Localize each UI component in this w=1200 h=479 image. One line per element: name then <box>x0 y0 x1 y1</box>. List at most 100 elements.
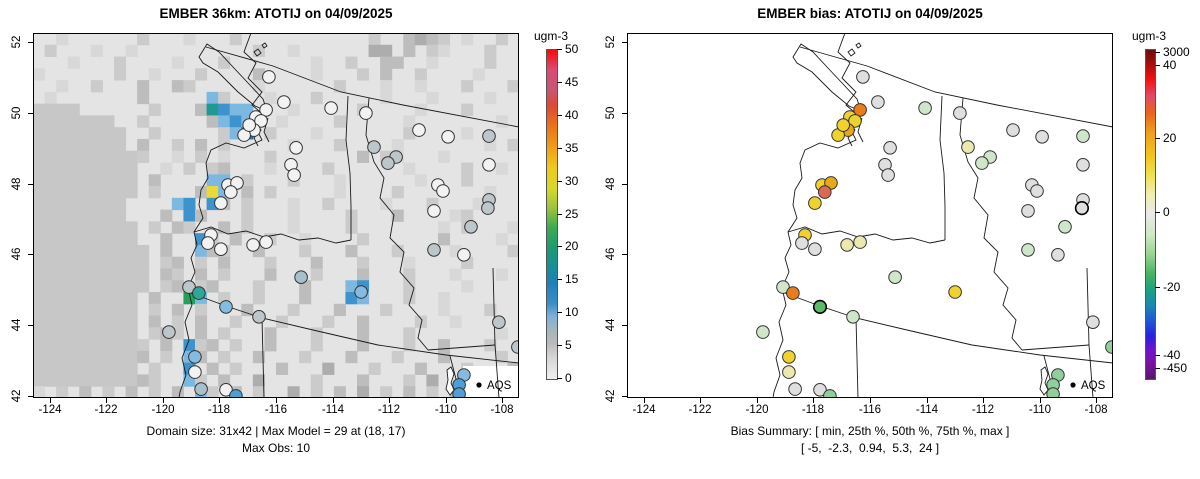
y-axis-tick-label: 50 <box>11 106 23 120</box>
raster-cell <box>33 197 46 211</box>
raster-cell <box>114 68 127 81</box>
raster-cell <box>264 268 277 281</box>
raster-cell <box>56 150 69 164</box>
colorbar-tick <box>1155 355 1160 356</box>
raster-cell <box>79 244 92 258</box>
raster-cell <box>183 33 196 46</box>
raster-cell <box>44 256 57 269</box>
x-axis-tick-label: -118 <box>801 404 825 416</box>
raster-cell <box>67 221 80 234</box>
raster-cell <box>310 386 323 398</box>
raster-cell <box>345 209 358 222</box>
station-marker <box>324 101 338 115</box>
raster-cell <box>229 339 242 352</box>
raster-cell <box>90 292 103 305</box>
raster-cell <box>44 221 57 234</box>
station-marker <box>229 389 243 398</box>
aqs-legend-label: AQS <box>487 380 512 392</box>
raster-cell <box>148 127 161 140</box>
raster-cell <box>125 268 138 281</box>
raster-cell <box>90 350 103 364</box>
raster-cell <box>114 221 127 234</box>
raster-cell <box>357 233 370 246</box>
raster-cell <box>67 256 80 269</box>
raster-cell <box>125 327 138 340</box>
raster-cell <box>114 303 127 317</box>
y-axis-tick-label: 46 <box>11 247 23 261</box>
y-axis-tick-label: 46 <box>605 247 617 261</box>
x-axis-tick <box>50 398 51 403</box>
raster-cell <box>33 303 46 317</box>
raster-cell <box>90 339 103 352</box>
x-axis-tick-label: -116 <box>858 404 882 416</box>
raster-cell <box>391 209 404 222</box>
raster-cell <box>114 233 127 246</box>
model-caption-line2: Max Obs: 10 <box>241 441 311 455</box>
raster-cell <box>33 233 46 246</box>
raster-cell <box>44 103 57 116</box>
raster-cell <box>114 197 127 211</box>
station-marker <box>813 383 827 397</box>
raster-cell <box>114 256 127 269</box>
x-axis-tick <box>813 398 814 403</box>
map-background <box>627 33 1113 398</box>
raster-cell <box>310 327 323 340</box>
y-axis-tick-label: 48 <box>605 177 617 191</box>
raster-cell <box>33 174 46 187</box>
x-axis-tick-label: -124 <box>632 404 656 416</box>
raster-cell <box>67 280 80 293</box>
raster-cell <box>252 374 265 387</box>
raster-cell <box>33 292 46 305</box>
raster-cell <box>357 256 370 269</box>
raster-cell <box>206 339 219 352</box>
raster-cell <box>333 174 346 187</box>
raster-cell <box>218 127 231 140</box>
raster-cell <box>56 221 69 234</box>
raster-cell <box>333 80 346 93</box>
raster-cell <box>90 186 103 199</box>
raster-cell <box>380 44 393 58</box>
raster-cell <box>287 209 300 222</box>
raster-cell <box>495 268 508 281</box>
raster-cell <box>67 138 80 152</box>
pacific-coast <box>772 33 861 398</box>
x-axis-tick <box>700 398 701 403</box>
raster-cell <box>148 68 161 81</box>
x-axis-tick-label: -110 <box>434 404 458 416</box>
raster-cell <box>44 209 57 222</box>
raster-cell <box>241 221 254 234</box>
raster-cell <box>206 280 219 293</box>
station-marker <box>214 242 228 256</box>
colorbar-tick-label: -20 <box>1163 280 1181 294</box>
gulf-islands <box>847 42 862 57</box>
raster-cell <box>90 362 103 375</box>
raster-cell <box>44 162 57 175</box>
raster-cell <box>125 162 138 175</box>
raster-cell <box>79 197 92 211</box>
x-axis-tick <box>446 398 447 403</box>
raster-cell <box>264 327 277 340</box>
x-axis-tick <box>389 398 390 403</box>
raster-cell <box>67 115 80 128</box>
nv-border <box>261 317 265 398</box>
raster-cell <box>333 303 346 317</box>
raster-cell <box>218 115 231 128</box>
station-marker <box>918 101 932 115</box>
raster-cell <box>114 150 127 164</box>
raster-cell <box>461 127 474 140</box>
station-marker <box>254 114 268 128</box>
x-axis-tick <box>927 398 928 403</box>
id-mt-border <box>959 97 1023 351</box>
raster-cell <box>90 197 103 211</box>
raster-cell <box>171 197 184 211</box>
raster-cell <box>114 186 127 199</box>
model-caption-line1: Domain size: 31x42 | Max Model = 29 at (… <box>146 424 406 438</box>
aqs-legend-box <box>463 366 519 398</box>
y-axis-tick <box>28 184 33 185</box>
raster-cell <box>44 303 57 317</box>
raster-cell <box>229 233 242 246</box>
raster-cell <box>403 162 416 175</box>
raster-cell <box>33 256 46 269</box>
raster-cell <box>90 138 103 152</box>
raster-cell <box>125 174 138 187</box>
